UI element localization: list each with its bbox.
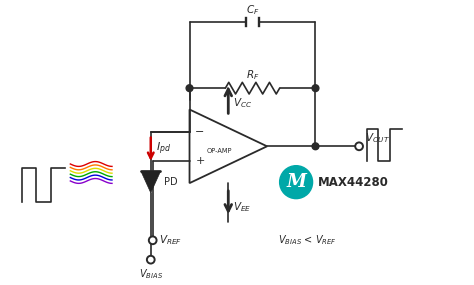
Circle shape bbox=[312, 85, 319, 91]
Text: −: − bbox=[195, 127, 205, 137]
Text: OP-AMP: OP-AMP bbox=[207, 148, 232, 154]
Circle shape bbox=[149, 237, 156, 244]
Text: $V_{BIAS}$: $V_{BIAS}$ bbox=[139, 267, 163, 281]
Circle shape bbox=[280, 166, 312, 199]
Text: $V_{EE}$: $V_{EE}$ bbox=[233, 200, 251, 214]
Polygon shape bbox=[141, 172, 161, 193]
Text: $V_{BIAS}$ < $V_{REF}$: $V_{BIAS}$ < $V_{REF}$ bbox=[278, 233, 337, 247]
Text: +: + bbox=[195, 156, 205, 166]
Circle shape bbox=[147, 256, 155, 264]
Circle shape bbox=[186, 85, 193, 91]
Text: MAX44280: MAX44280 bbox=[318, 176, 388, 189]
Text: M: M bbox=[286, 173, 306, 191]
Text: $I_{pd}$: $I_{pd}$ bbox=[155, 141, 171, 157]
Circle shape bbox=[355, 142, 363, 150]
Text: $R_F$: $R_F$ bbox=[246, 69, 259, 82]
Text: $V_{REF}$: $V_{REF}$ bbox=[159, 233, 182, 247]
Circle shape bbox=[312, 143, 319, 150]
Text: $V_{CC}$: $V_{CC}$ bbox=[233, 96, 252, 110]
Text: PD: PD bbox=[164, 177, 178, 187]
Text: $C_F$: $C_F$ bbox=[246, 3, 259, 17]
Text: $V_{OUT}$: $V_{OUT}$ bbox=[365, 132, 390, 145]
